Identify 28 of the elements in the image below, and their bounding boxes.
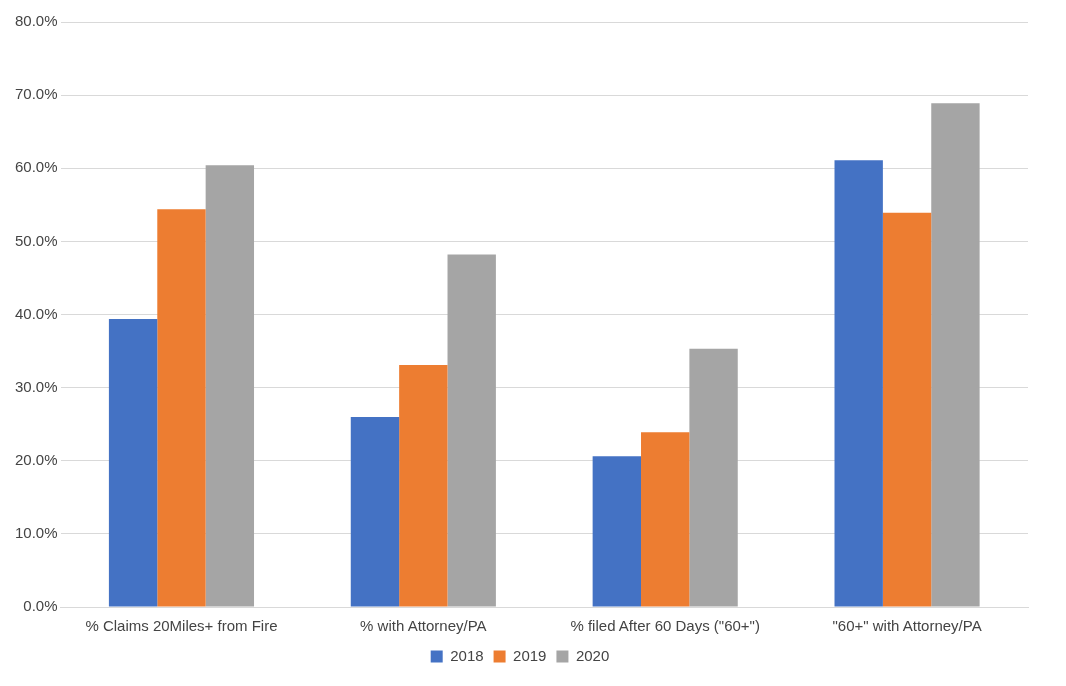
- legend-label: 2018: [450, 646, 484, 664]
- y-tick-label: 60.0%: [14, 158, 58, 176]
- x-tick-label: % with Attorney/PA: [360, 617, 487, 635]
- y-tick-label: 50.0%: [14, 231, 58, 249]
- x-tick-label: "60+" with Attorney/PA: [832, 617, 982, 635]
- bar: [882, 212, 932, 607]
- legend-label: 2019: [513, 646, 547, 664]
- bar: [205, 165, 255, 607]
- bar: [399, 364, 448, 607]
- bar: [350, 416, 400, 607]
- bar: [157, 209, 206, 607]
- y-tick-label: 0.0%: [23, 597, 58, 615]
- y-tick-label: 70.0%: [14, 85, 58, 103]
- y-tick-label: 80.0%: [14, 12, 58, 30]
- x-tick-label: % Claims 20Miles+ from Fire: [85, 617, 278, 635]
- y-tick-label: 20.0%: [14, 450, 58, 468]
- bar: [592, 456, 642, 607]
- y-tick-label: 10.0%: [14, 524, 58, 542]
- bar: [931, 103, 980, 607]
- bar: [641, 432, 690, 607]
- bar: [834, 160, 883, 607]
- x-tick-label: % filed After 60 Days ("60+"): [570, 617, 760, 635]
- legend-label: 2020: [575, 646, 610, 664]
- bar: [689, 348, 738, 607]
- y-tick-label: 30.0%: [14, 377, 58, 395]
- bar: [447, 254, 496, 607]
- y-tick-label: 40.0%: [14, 304, 58, 322]
- bar: [108, 318, 158, 607]
